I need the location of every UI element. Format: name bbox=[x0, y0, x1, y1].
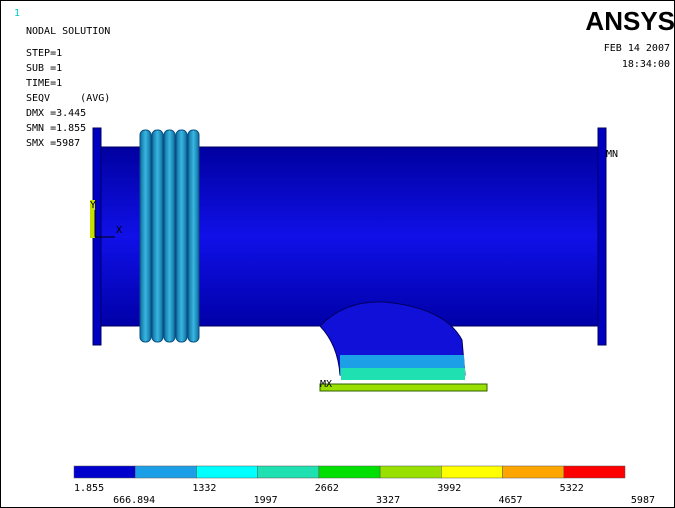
legend-swatch bbox=[135, 466, 196, 478]
plot-title: NODAL SOLUTION bbox=[26, 26, 110, 37]
legend-label: 1997 bbox=[254, 495, 278, 506]
legend-swatch bbox=[258, 466, 319, 478]
info-line: SUB =1 bbox=[26, 63, 62, 74]
info-line: STEP=1 bbox=[26, 48, 62, 59]
legend-label: 1332 bbox=[192, 483, 216, 494]
info-line: SEQV (AVG) bbox=[26, 93, 110, 104]
max-label: MX bbox=[320, 379, 332, 390]
info-line: DMX =3.445 bbox=[26, 108, 86, 119]
min-label: MN bbox=[606, 149, 618, 160]
legend-swatch bbox=[74, 466, 135, 478]
legend-swatch bbox=[503, 466, 564, 478]
info-line: SMX =5987 bbox=[26, 138, 80, 149]
legend-label: 3992 bbox=[437, 483, 461, 494]
axis-y-label: Y bbox=[90, 200, 96, 211]
time: 18:34:00 bbox=[622, 59, 670, 70]
legend-label: 4657 bbox=[498, 495, 522, 506]
legend-label: 5987 bbox=[631, 495, 655, 506]
legend-swatch bbox=[564, 466, 625, 478]
color-legend: 1.855 666.894 1332 1997 2662 3327 3992 4657 5322… bbox=[74, 466, 655, 506]
screen: 1 NODAL SOLUTION STEP=1 SUB =1 TIME=1 SEQV … bbox=[0, 0, 675, 508]
legend-swatch bbox=[380, 466, 441, 478]
date: FEB 14 2007 bbox=[604, 43, 670, 54]
legend-label: 666.894 bbox=[113, 495, 155, 506]
logo: ANSYS bbox=[585, 6, 675, 36]
legend-swatch bbox=[319, 466, 380, 478]
result-plot: 1 NODAL SOLUTION STEP=1 SUB =1 TIME=1 SEQV … bbox=[0, 0, 675, 508]
legend-swatch bbox=[196, 466, 257, 478]
legend-label: 1.855 bbox=[74, 483, 104, 494]
info-line: SMN =1.855 bbox=[26, 123, 86, 134]
window-number: 1 bbox=[14, 8, 20, 19]
legend-label: 5322 bbox=[560, 483, 584, 494]
legend-swatch bbox=[441, 466, 502, 478]
axis-x-label: X bbox=[116, 225, 122, 236]
info-line: TIME=1 bbox=[26, 78, 62, 89]
model bbox=[90, 128, 606, 391]
legend-label: 3327 bbox=[376, 495, 400, 506]
legend-label: 2662 bbox=[315, 483, 339, 494]
